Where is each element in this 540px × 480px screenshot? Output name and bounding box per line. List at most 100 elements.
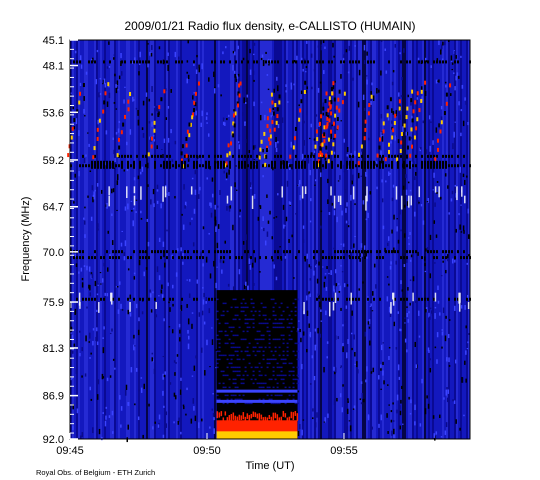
noise-speck (455, 228, 457, 233)
block-texture (226, 374, 229, 377)
spike (332, 302, 335, 311)
interference-band (148, 256, 150, 260)
noise-speck (344, 188, 347, 194)
noise-speck (253, 194, 256, 199)
noise-speck (172, 284, 174, 289)
noise-speck (363, 245, 366, 250)
interference-band (142, 256, 144, 260)
noise-speck (220, 94, 222, 97)
block-texture (224, 334, 227, 337)
noise-speck (75, 263, 78, 267)
noise-speck (446, 357, 448, 362)
noise-speck (209, 273, 212, 279)
block-texture (244, 314, 247, 317)
burst-streak-segment (324, 125, 327, 130)
noise-speck (291, 234, 293, 238)
burst-streak-segment (298, 117, 301, 122)
noise-speck (289, 167, 291, 170)
noise-speck (402, 126, 404, 133)
noise-speck (237, 45, 239, 50)
noise-speck (89, 170, 92, 173)
block-texture (246, 318, 249, 321)
noise-speck (293, 83, 295, 86)
noise-column (74, 40, 76, 439)
interference-band (121, 60, 123, 64)
interference-band (82, 250, 84, 254)
block-texture (224, 342, 227, 345)
interference-band (418, 297, 420, 301)
noise-speck (275, 141, 277, 148)
block-texture (282, 342, 285, 345)
noise-column (120, 40, 122, 439)
burst-streak-segment (194, 91, 197, 96)
noise-speck (99, 77, 102, 80)
hot-flicker (258, 413, 261, 421)
noise-speck (196, 279, 199, 284)
burst-streak-segment (326, 116, 329, 121)
noise-speck (163, 252, 165, 258)
noise-column (328, 40, 330, 439)
noise-speck (390, 410, 393, 413)
noise-speck (445, 84, 447, 88)
noise-speck (343, 283, 346, 288)
block-texture (218, 330, 221, 333)
noise-speck (462, 225, 465, 232)
noise-column (72, 40, 74, 439)
noise-speck (410, 100, 412, 106)
interference-band (397, 250, 399, 254)
noise-speck (398, 92, 400, 97)
noise-speck (164, 371, 166, 375)
interference-band (139, 297, 141, 301)
noise-speck (434, 262, 436, 264)
burst-shadow (208, 160, 210, 169)
noise-speck (411, 136, 413, 139)
noise-speck (407, 237, 410, 239)
interference-band (277, 256, 279, 260)
noise-speck (229, 205, 232, 209)
noise-speck (431, 313, 434, 316)
block-texture (278, 322, 281, 325)
burst-streak-segment (232, 133, 235, 138)
burst-streak-segment (323, 125, 326, 130)
interference-band (253, 60, 255, 64)
interference-band (127, 256, 129, 260)
noise-speck (361, 147, 363, 152)
noise-speck (96, 394, 99, 400)
noise-speck (158, 46, 161, 50)
noise-speck (296, 327, 299, 333)
block-texture (236, 314, 239, 317)
burst-streak-segment (271, 100, 274, 105)
noise-speck (88, 143, 90, 147)
block-texture (260, 338, 263, 341)
noise-speck (308, 323, 310, 328)
noise-column (206, 40, 208, 439)
spike (281, 186, 283, 198)
noise-speck (450, 93, 452, 96)
noise-speck (342, 324, 344, 327)
interference-band (187, 256, 189, 260)
noise-speck (302, 239, 305, 243)
block-texture (222, 314, 225, 317)
noise-speck (206, 177, 209, 180)
noise-speck (385, 180, 387, 183)
burst-streak-segment (328, 101, 331, 106)
burst-streak-segment (336, 125, 339, 130)
noise-speck (112, 188, 115, 193)
noise-speck (372, 367, 375, 373)
noise-speck (387, 384, 389, 386)
burst-streak-segment (324, 99, 327, 104)
hot-flicker (244, 416, 247, 424)
burst-streak-segment (393, 121, 396, 126)
block-texture (278, 338, 281, 341)
burst-streak-segment (238, 83, 241, 88)
spike (133, 195, 136, 206)
noise-speck (314, 179, 317, 182)
burst-streak-segment (319, 146, 322, 151)
noise-speck (393, 214, 395, 220)
block-texture (240, 350, 243, 353)
spike (392, 292, 395, 306)
interference-band (322, 164, 324, 168)
interference-band (301, 60, 303, 64)
noise-speck (306, 110, 308, 116)
spike (155, 302, 157, 309)
